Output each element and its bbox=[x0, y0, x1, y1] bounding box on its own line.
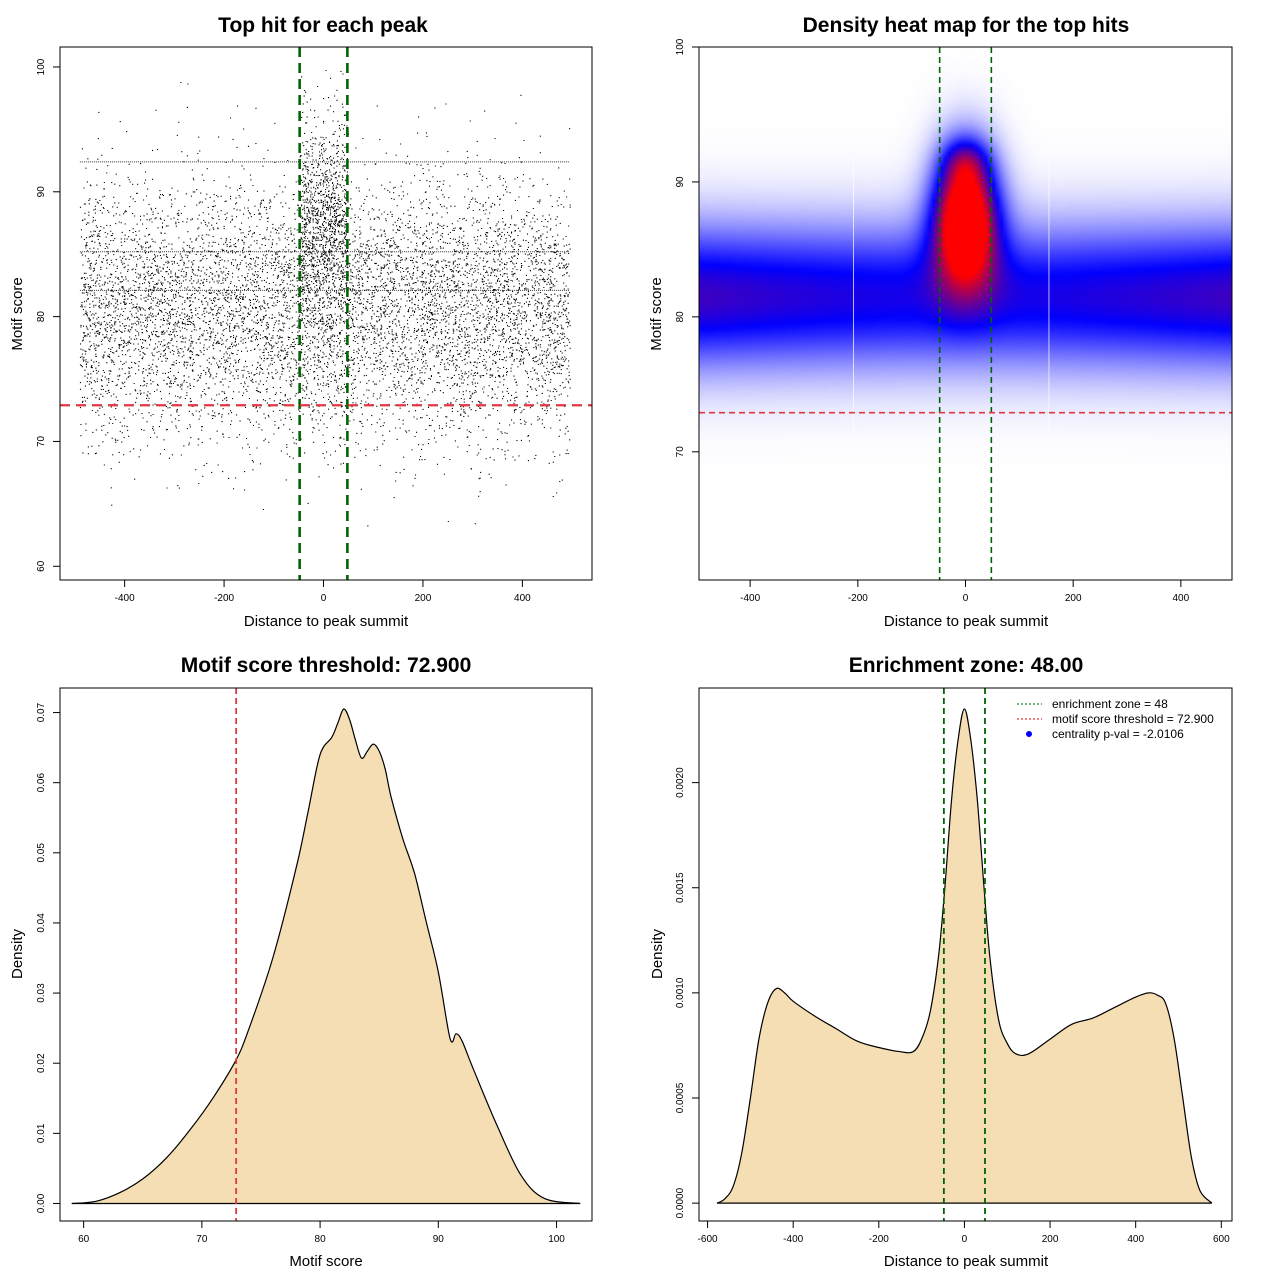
scatter-frame bbox=[59, 46, 593, 581]
score-density-plot-area bbox=[71, 688, 581, 1221]
distance-density-axes: -600 -400 -200 0 200 400 600 0.0000 0.0005 0.0010… bbox=[675, 767, 1230, 1245]
scatter-xtick-label: 400 bbox=[514, 593, 531, 604]
heatmap-ylabel: Motif score bbox=[648, 277, 665, 350]
heatmap-xtick-label: 400 bbox=[1173, 593, 1190, 604]
scatter-ytick-label: 80 bbox=[36, 311, 47, 323]
scatter-panel: Top hit for each peak -400 -200 0 200 400 60 7… bbox=[9, 14, 593, 630]
legend: enrichment zone = 48 motif score thresho… bbox=[1017, 697, 1214, 741]
distance-density-xtick-label: -600 bbox=[698, 1234, 718, 1245]
distance-density-xlabel: Distance to peak summit bbox=[884, 1253, 1049, 1270]
score-density-ytick-label: 0.07 bbox=[36, 702, 47, 722]
scatter-xtick-label: 0 bbox=[321, 593, 327, 604]
distance-density-ytick-label: 0.0005 bbox=[675, 1082, 686, 1113]
scatter-xlabel: Distance to peak summit bbox=[244, 613, 409, 630]
heatmap-ytick-label: 80 bbox=[675, 311, 686, 323]
score-density-ylabel: Density bbox=[9, 928, 26, 979]
scatter-ytick-label: 90 bbox=[36, 186, 47, 198]
distance-density-plot-area bbox=[716, 688, 1213, 1221]
score-density-xtick-label: 100 bbox=[548, 1234, 565, 1245]
score-density-title: Motif score threshold: 72.900 bbox=[181, 654, 472, 677]
heatmap-plot-area bbox=[699, 47, 1232, 580]
scatter-ylabel: Motif score bbox=[9, 277, 26, 350]
heatmap-axes: -400 -200 0 200 400 70 80 90 100 bbox=[675, 38, 1190, 604]
distance-density-ytick-label: 0.0020 bbox=[675, 767, 686, 798]
scatter-xtick-label: -400 bbox=[115, 593, 135, 604]
score-density-xtick-label: 70 bbox=[196, 1234, 208, 1245]
heatmap-image bbox=[699, 47, 1232, 580]
score-density-xtick-label: 60 bbox=[78, 1234, 90, 1245]
score-density-axes: 60 70 80 90 100 0.00 0.01 0.02 0.03 0.04 0.05 0.06 0… bbox=[36, 702, 565, 1245]
heatmap-xtick-label: -400 bbox=[740, 593, 760, 604]
distance-density-frame bbox=[698, 687, 1233, 1222]
scatter-ytick-label: 60 bbox=[36, 560, 47, 572]
score-density-curve bbox=[71, 708, 581, 1205]
distance-density-ylabel: Density bbox=[649, 928, 666, 979]
heatmap-xlabel: Distance to peak summit bbox=[884, 613, 1049, 630]
heatmap-title: Density heat map for the top hits bbox=[803, 14, 1130, 37]
distance-density-xtick-label: 200 bbox=[1042, 1234, 1059, 1245]
heatmap-panel: Density heat map for the top hits -400 -2… bbox=[648, 14, 1233, 630]
score-density-ytick-label: 0.05 bbox=[36, 843, 47, 863]
score-density-ytick-label: 0.00 bbox=[36, 1193, 47, 1213]
distance-density-ytick-label: 0.0010 bbox=[675, 977, 686, 1008]
score-density-ytick-label: 0.03 bbox=[36, 983, 47, 1003]
distance-density-xtick-label: 600 bbox=[1213, 1234, 1230, 1245]
distance-density-title: Enrichment zone: 48.00 bbox=[849, 654, 1084, 677]
heatmap-ytick-label: 100 bbox=[675, 38, 686, 55]
score-density-ytick-label: 0.04 bbox=[36, 913, 47, 933]
scatter-ytick-label: 100 bbox=[36, 58, 47, 75]
distance-density-xtick-label: 0 bbox=[962, 1234, 968, 1245]
distance-density-xtick-label: -400 bbox=[783, 1234, 803, 1245]
score-density-ytick-label: 0.01 bbox=[36, 1123, 47, 1143]
distance-density-xtick-label: -200 bbox=[869, 1234, 889, 1245]
scatter-ytick-label: 70 bbox=[36, 435, 47, 447]
scatter-points bbox=[79, 68, 571, 527]
legend-label-threshold: motif score threshold = 72.900 bbox=[1052, 712, 1214, 726]
heatmap-xtick-label: -200 bbox=[848, 593, 868, 604]
distance-density-ytick-label: 0.0000 bbox=[675, 1187, 686, 1218]
scatter-plot-area bbox=[60, 47, 592, 580]
score-density-xtick-label: 90 bbox=[433, 1234, 445, 1245]
heatmap-ytick-label: 90 bbox=[675, 176, 686, 188]
scatter-axes: -400 -200 0 200 400 60 70 80 90 100 bbox=[36, 58, 531, 604]
heatmap-xtick-label: 0 bbox=[963, 593, 969, 604]
score-density-ytick-label: 0.02 bbox=[36, 1053, 47, 1073]
heatmap-xtick-label: 200 bbox=[1065, 593, 1082, 604]
score-density-xtick-label: 80 bbox=[315, 1234, 327, 1245]
legend-dot-centrality bbox=[1026, 731, 1032, 737]
score-density-frame bbox=[59, 687, 593, 1222]
scatter-xtick-label: -200 bbox=[214, 593, 234, 604]
distance-density-xtick-label: 400 bbox=[1127, 1234, 1144, 1245]
heatmap-ytick-label: 70 bbox=[675, 446, 686, 458]
scatter-title: Top hit for each peak bbox=[218, 14, 428, 37]
distance-density-ytick-label: 0.0015 bbox=[675, 872, 686, 903]
distance-density-area bbox=[717, 709, 1212, 1204]
score-density-area bbox=[71, 708, 581, 1204]
distance-density-panel: Enrichment zone: 48.00 -600 -400 -200 0 200 4… bbox=[649, 654, 1233, 1270]
score-density-panel: Motif score threshold: 72.900 60 70 80 90 10… bbox=[9, 654, 593, 1270]
score-density-xlabel: Motif score bbox=[289, 1253, 362, 1270]
legend-label-centrality: centrality p-val = -2.0106 bbox=[1052, 727, 1184, 741]
legend-label-enrichment: enrichment zone = 48 bbox=[1052, 697, 1168, 711]
distance-density-curve bbox=[716, 708, 1213, 1204]
scatter-xtick-label: 200 bbox=[415, 593, 432, 604]
score-density-ytick-label: 0.06 bbox=[36, 773, 47, 793]
